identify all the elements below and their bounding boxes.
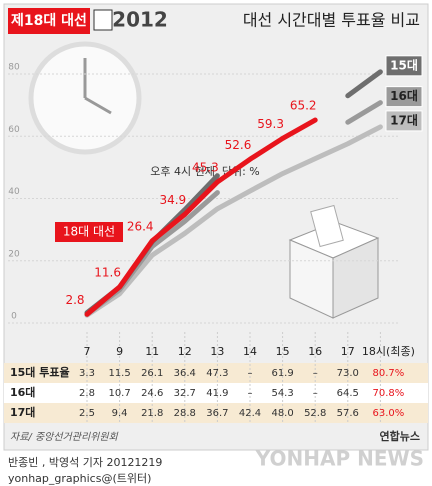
x-tick-label: 13 bbox=[210, 345, 224, 358]
table-row-label: 15대 투표율 bbox=[10, 365, 70, 379]
table-row-label: 16대 bbox=[10, 385, 35, 399]
ballot-icon bbox=[93, 9, 113, 31]
data-label: 59.3 bbox=[257, 117, 284, 131]
series-line bbox=[84, 124, 383, 318]
series-line bbox=[345, 100, 383, 125]
legend-label: 15대 bbox=[390, 58, 418, 72]
table-cell: 2.5 bbox=[79, 408, 95, 419]
x-tick-label: 15 bbox=[276, 345, 290, 358]
clock-hand bbox=[84, 96, 112, 115]
agency: 연합뉴스 bbox=[380, 429, 420, 443]
table-cell: 36.7 bbox=[206, 408, 228, 419]
x-tick-label: 11 bbox=[145, 345, 159, 358]
legend-box bbox=[385, 86, 423, 108]
table-cell: 10.7 bbox=[108, 388, 130, 399]
legend-box bbox=[385, 110, 423, 132]
x-tick-label: 18시(최종) bbox=[362, 345, 415, 358]
annotation: 오후 4시 현재, 단위: % bbox=[150, 165, 259, 178]
table-row-label: 17대 bbox=[10, 405, 35, 419]
data-label: 52.6 bbox=[225, 138, 252, 152]
table-cell: 36.4 bbox=[174, 368, 196, 379]
table-cell: 26.1 bbox=[141, 368, 163, 379]
x-tick-label: 17 bbox=[341, 345, 355, 358]
y-tick-label: 60 bbox=[8, 125, 20, 135]
legend-label: 17대 bbox=[390, 113, 418, 127]
table-row-bg bbox=[4, 383, 428, 403]
table-cell: – bbox=[248, 368, 253, 379]
logo: 2012 bbox=[112, 8, 168, 32]
table-cell: 52.8 bbox=[304, 408, 326, 419]
badge: 제18대 대선 bbox=[11, 13, 87, 29]
x-tick-label: 12 bbox=[178, 345, 192, 358]
legend-label: 18대 대선 bbox=[63, 225, 115, 239]
ballot-box bbox=[288, 204, 380, 319]
credit: 반종빈 , 박영석 기자 20121219 bbox=[8, 456, 162, 469]
data-label: 65.2 bbox=[290, 99, 317, 113]
table-cell: 61.9 bbox=[271, 368, 293, 379]
table-cell: 54.3 bbox=[271, 388, 293, 399]
table-cell: 64.5 bbox=[337, 388, 359, 399]
table-cell: 28.8 bbox=[174, 408, 196, 419]
table-cell: – bbox=[313, 388, 318, 399]
table-cell: 41.9 bbox=[206, 388, 228, 399]
x-tick-label: 16 bbox=[308, 345, 322, 358]
table-cell: 70.8% bbox=[373, 388, 405, 399]
x-tick-label: 14 bbox=[243, 345, 257, 358]
table-row-bg bbox=[4, 363, 428, 383]
table-cell: 73.0 bbox=[337, 368, 359, 379]
table-cell: 3.3 bbox=[79, 368, 95, 379]
table-cell: 24.6 bbox=[141, 388, 163, 399]
data-label: 34.9 bbox=[159, 193, 186, 207]
table-cell: – bbox=[313, 368, 318, 379]
twitter: yonhap_graphics@(트위터) bbox=[8, 472, 151, 485]
series-line bbox=[84, 117, 318, 317]
watermark: YONHAP NEWS bbox=[255, 447, 424, 471]
data-label: 45.3 bbox=[192, 161, 219, 175]
y-tick-label: 40 bbox=[8, 187, 20, 197]
table-cell: 63.0% bbox=[373, 408, 405, 419]
table-cell: 57.6 bbox=[337, 408, 359, 419]
legend-box bbox=[55, 222, 123, 242]
table-cell: 11.5 bbox=[108, 368, 130, 379]
y-tick-label: 0 bbox=[11, 312, 17, 322]
badge-box bbox=[8, 8, 90, 34]
data-label: 11.6 bbox=[94, 265, 121, 279]
y-tick-label: 20 bbox=[8, 249, 20, 259]
table-cell: 21.8 bbox=[141, 408, 163, 419]
legend-label: 16대 bbox=[390, 89, 418, 103]
source: 자료/ 중앙선거관리위원회 bbox=[10, 431, 119, 443]
table-cell: – bbox=[248, 388, 253, 399]
table-cell: 2.8 bbox=[79, 388, 95, 399]
chart-title: 대선 시간대별 투표율 비교 bbox=[243, 11, 420, 30]
table-cell: 9.4 bbox=[112, 408, 128, 419]
data-label: 26.4 bbox=[127, 219, 154, 233]
table-cell: 48.0 bbox=[271, 408, 293, 419]
data-label: 2.8 bbox=[65, 293, 84, 307]
table-row-bg bbox=[4, 403, 428, 423]
x-tick-label: 7 bbox=[84, 345, 91, 358]
legend-box bbox=[385, 55, 423, 77]
table-cell: 47.3 bbox=[206, 368, 228, 379]
table-cell: 32.7 bbox=[174, 388, 196, 399]
table-cell: 80.7% bbox=[373, 368, 405, 379]
y-tick-label: 80 bbox=[8, 63, 20, 73]
series-line bbox=[345, 69, 383, 99]
x-tick-label: 9 bbox=[116, 345, 123, 358]
table-cell: 42.4 bbox=[239, 408, 261, 419]
